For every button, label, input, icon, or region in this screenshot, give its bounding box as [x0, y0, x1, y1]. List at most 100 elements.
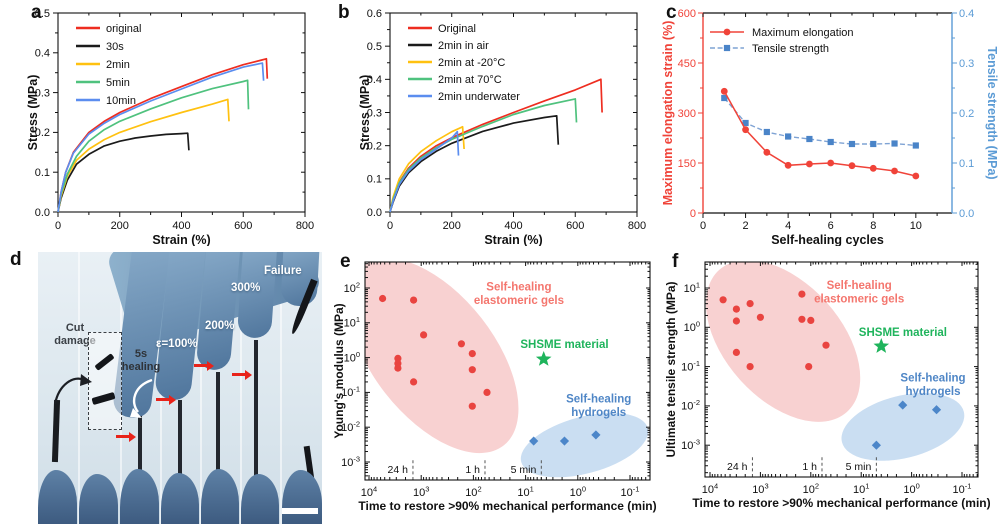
cut-damage-label: Cut damage [54, 322, 96, 347]
junction-arrow-icon [156, 394, 176, 405]
guide-label: 1 h [465, 464, 480, 476]
series-tensile-strength [723, 97, 916, 147]
frame-seam [200, 252, 202, 524]
svg-text:300: 300 [678, 108, 696, 120]
point-shsme-star [873, 338, 890, 353]
panel-c-letter: c [666, 2, 677, 23]
guide-label: 24 h [727, 461, 748, 473]
legend-label: 5min [106, 77, 130, 89]
legend-label: 2min in air [438, 40, 489, 52]
svg-text:0.4: 0.4 [35, 48, 50, 60]
point-elastomeric-gel [807, 316, 815, 324]
strain-200-label: 200% [205, 320, 235, 332]
x-axis-label: Self-healing cycles [771, 233, 884, 246]
sample-strip-200 [216, 372, 220, 478]
region-label: Self-healing elastomeric gels [474, 281, 564, 307]
svg-text:800: 800 [628, 220, 646, 232]
healing-arrow [130, 378, 153, 418]
panel-b: b 0 200 400 600 800 0.0 0.1 0.2 0.3 0.4 0.5 0.6 Stra… [330, 0, 660, 246]
x-axis-label: Time to restore >90% mechanical performa… [692, 496, 990, 510]
frame-seam [240, 252, 242, 524]
series-2min [57, 98, 230, 213]
sample-strip-healed [138, 416, 142, 478]
panel-e: e 24 h 1 h 5 min 104 103 102 101 100 10-1 102 101 1… [330, 246, 665, 529]
point-elastomeric-gel [394, 364, 402, 372]
panel-f-letter: f [672, 251, 679, 272]
frame-seam [78, 252, 80, 524]
panel-a: a 0 200 400 600 800 0.0 0.1 0.2 0.3 0.4 0.5 Strain … [0, 0, 332, 246]
y-axis-label: Stress (MPa) [358, 75, 372, 151]
panel-e-letter: e [340, 251, 351, 272]
svg-text:0.3: 0.3 [367, 107, 382, 119]
svg-text:0: 0 [700, 220, 706, 232]
left-axis-label: Maximum elongation strain (%) [661, 21, 675, 206]
svg-text:0.2: 0.2 [367, 140, 382, 152]
clamp [38, 470, 77, 524]
chart-b-stress-strain-conditions: 0 200 400 600 800 0.0 0.1 0.2 0.3 0.4 0.5 0.6 Strain… [358, 8, 646, 246]
svg-text:100: 100 [903, 482, 919, 497]
svg-text:0.2: 0.2 [35, 127, 50, 139]
svg-text:102: 102 [344, 280, 360, 295]
point-elastomeric-gel [822, 341, 830, 349]
healing-label: 5s healing [121, 348, 161, 373]
legend-label: Tensile strength [752, 43, 829, 55]
svg-text:0.1: 0.1 [35, 167, 50, 179]
guide-label: 1 h [802, 461, 817, 473]
svg-text:0.6: 0.6 [367, 8, 382, 20]
failure-label: Failure [264, 265, 302, 277]
svg-text:450: 450 [678, 58, 696, 70]
svg-text:10-3: 10-3 [341, 454, 360, 469]
frame-seam [280, 252, 282, 524]
cut-piece [94, 353, 115, 371]
point-elastomeric-gel [719, 296, 727, 304]
cut-piece [91, 391, 116, 406]
panel-c: c 0 2 4 6 8 10 0 150 300 450 600 0.0 0.1 0.2 0.3 0.4 Sel… [660, 0, 1000, 246]
svg-text:0.5: 0.5 [35, 8, 50, 20]
svg-text:102: 102 [803, 482, 819, 497]
svg-text:103: 103 [413, 485, 429, 500]
guide-label: 24 h [388, 464, 409, 476]
point-elastomeric-gel [379, 294, 387, 303]
point-elastomeric-gel [394, 354, 402, 362]
svg-text:200: 200 [443, 220, 461, 232]
point-shsme-star [535, 351, 552, 366]
point-elastomeric-gel [732, 305, 740, 313]
svg-text:0.0: 0.0 [35, 207, 50, 219]
svg-text:400: 400 [504, 220, 522, 232]
legend-label: original [106, 23, 141, 35]
svg-text:10-1: 10-1 [681, 359, 700, 374]
point-elastomeric-gel [468, 350, 476, 358]
strain-100-label: ε=100% [156, 338, 198, 350]
legend-label: 2min at 70°C [438, 74, 502, 86]
svg-text:0.3: 0.3 [35, 87, 50, 99]
point-elastomeric-gel [483, 388, 491, 396]
junction-arrow-icon [116, 431, 136, 442]
svg-text:2: 2 [743, 220, 749, 232]
point-elastomeric-gel [410, 378, 418, 386]
y-axis-label: Young's modulus (MPa) [332, 303, 346, 438]
svg-text:0.1: 0.1 [367, 174, 382, 186]
panel-b-letter: b [338, 2, 350, 23]
svg-text:101: 101 [853, 482, 869, 497]
guide-label: 5 min [511, 464, 537, 476]
x-axis-label: Strain (%) [152, 233, 210, 246]
panel-d-letter: d [10, 249, 22, 270]
chart-f-strength-vs-time: 24 h 1 h 5 min 104 103 102 101 100 10-1 101 100 10-… [664, 261, 991, 510]
svg-text:101: 101 [344, 315, 360, 330]
region-ellipse [705, 262, 861, 422]
clamp [120, 469, 159, 524]
series-maximum-elongation [723, 90, 916, 177]
svg-text:600: 600 [678, 8, 696, 20]
chart-e-modulus-vs-time: 24 h 1 h 5 min 104 103 102 101 100 10-1 102 101 100… [332, 261, 657, 513]
svg-text:104: 104 [702, 482, 718, 497]
legend-label: 10min [106, 95, 136, 107]
point-elastomeric-gel [457, 340, 465, 348]
panel-f: f 24 h 1 h 5 min 104 103 102 101 100 10-1 101 100 1… [660, 246, 1000, 529]
svg-text:0.1: 0.1 [959, 158, 974, 170]
junction-arrow-icon [194, 360, 214, 371]
svg-text:100: 100 [344, 350, 360, 365]
panel-a-letter: a [31, 2, 42, 23]
svg-text:10-1: 10-1 [621, 485, 640, 500]
point-elastomeric-gel [805, 363, 813, 371]
legend-label: 2min underwater [438, 91, 520, 103]
